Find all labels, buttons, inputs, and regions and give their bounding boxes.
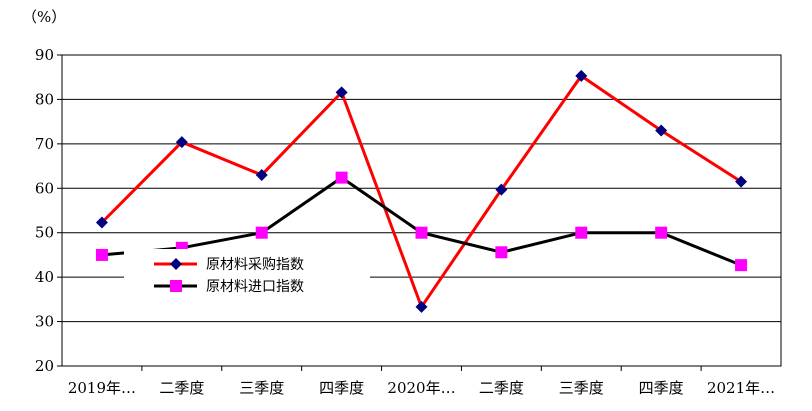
x-tick-label: 2019年… xyxy=(68,379,136,397)
data-point-diamond xyxy=(95,216,108,229)
legend-label-import: 原材料进口指数 xyxy=(206,279,304,295)
data-point-diamond xyxy=(495,183,508,196)
legend-label-purchase: 原材料采购指数 xyxy=(206,257,304,273)
y-axis-unit-label: （%） xyxy=(22,8,66,26)
data-point-diamond xyxy=(415,300,428,313)
x-tick-label: 二季度 xyxy=(479,379,524,397)
y-axis-ticks: 20 30 40 50 60 70 80 90 xyxy=(35,46,62,375)
x-axis-ticks: 2019年… 二季度 三季度 四季度 2020年… 二季度 三季度 四季度 2021年… xyxy=(68,366,775,397)
y-tick-label: 60 xyxy=(35,179,54,197)
x-tick-label: 二季度 xyxy=(159,379,204,397)
data-point-square xyxy=(495,246,508,259)
data-point-diamond xyxy=(335,86,348,99)
x-tick-label: 2020年… xyxy=(387,379,455,397)
data-point-square xyxy=(735,259,748,272)
data-point-square xyxy=(655,226,668,239)
legend-marker-diamond-icon xyxy=(170,258,182,270)
data-point-diamond xyxy=(255,168,268,181)
y-tick-label: 40 xyxy=(35,268,54,286)
y-tick-label: 30 xyxy=(35,313,54,331)
x-tick-label: 四季度 xyxy=(319,379,364,397)
legend-background xyxy=(124,249,370,300)
data-point-diamond xyxy=(735,175,748,188)
data-point-square xyxy=(575,226,588,239)
series-layer xyxy=(95,69,748,313)
data-point-diamond xyxy=(655,124,668,137)
data-point-diamond xyxy=(575,69,588,82)
y-tick-label: 80 xyxy=(35,90,54,108)
data-point-square xyxy=(415,226,428,239)
data-point-square xyxy=(255,226,268,239)
legend: 原材料采购指数 原材料进口指数 xyxy=(124,249,370,300)
y-tick-label: 20 xyxy=(35,357,54,375)
plot-area-frame xyxy=(61,54,782,367)
x-tick-label: 四季度 xyxy=(639,379,684,397)
y-tick-label: 90 xyxy=(35,46,54,64)
data-point-diamond xyxy=(175,136,188,149)
y-tick-label: 70 xyxy=(35,135,54,153)
data-point-square xyxy=(335,171,348,184)
y-tick-label: 50 xyxy=(35,224,54,242)
data-point-square xyxy=(95,248,108,261)
x-tick-label: 三季度 xyxy=(559,379,604,397)
legend-marker-square-icon xyxy=(170,280,182,292)
x-tick-label: 三季度 xyxy=(239,379,284,397)
x-tick-label: 2021年… xyxy=(707,379,775,397)
